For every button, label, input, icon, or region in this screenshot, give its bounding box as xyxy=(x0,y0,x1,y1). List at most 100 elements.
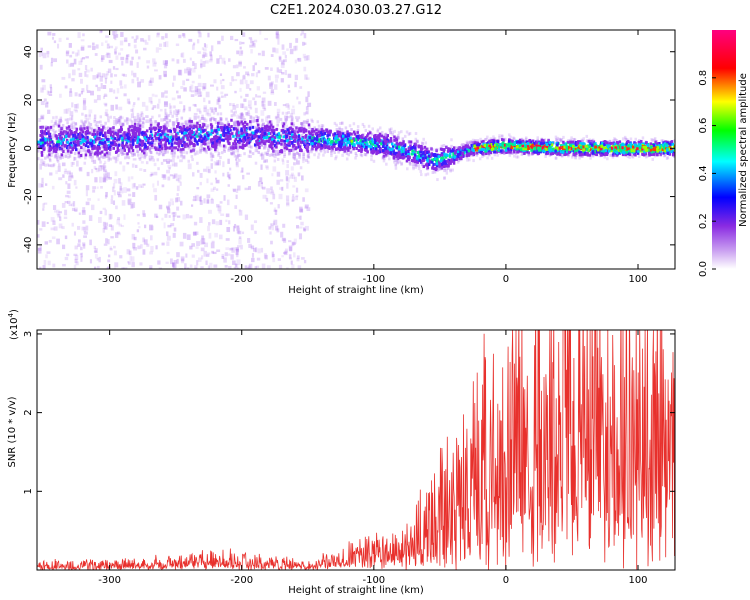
spectrogram-cell xyxy=(169,198,174,201)
spectrogram-cell xyxy=(281,132,285,136)
spectrogram-cell xyxy=(203,168,207,172)
spectrogram-cell xyxy=(238,60,242,67)
spectrogram-cell xyxy=(206,254,210,257)
spectrogram-cell xyxy=(249,88,252,91)
spectrogram-cell xyxy=(292,124,295,128)
spectrogram-cell xyxy=(149,150,153,154)
spectrogram-cell xyxy=(331,139,334,143)
spectrogram-cell xyxy=(318,144,321,148)
spectrogram-cell xyxy=(236,72,240,77)
spectrogram-cell xyxy=(412,167,415,171)
spectrogram-cell xyxy=(355,154,358,158)
spectrogram-cell xyxy=(104,77,107,84)
spectrogram-cell xyxy=(218,104,222,109)
spectrogram-cell xyxy=(116,88,120,94)
spectrogram-cell xyxy=(225,133,228,137)
spectrogram-cell xyxy=(114,262,119,268)
spectrogram-cell xyxy=(232,149,236,153)
spectrogram-cell xyxy=(239,79,244,85)
spectrogram-cell xyxy=(124,37,128,42)
spectrogram-cell xyxy=(51,185,55,190)
spectrogram-cell xyxy=(228,265,232,269)
spectrogram-cell xyxy=(64,152,68,158)
spectrogram-cell xyxy=(166,251,170,255)
spectrogram-cell xyxy=(129,60,133,66)
spectrogram-cell xyxy=(162,132,165,136)
spectrogram-cell xyxy=(613,137,616,141)
spectrogram-cell xyxy=(631,154,634,158)
spectrogram-cell xyxy=(60,156,64,159)
spectrogram-cell xyxy=(58,147,62,151)
spectrogram-cell xyxy=(269,202,273,205)
spectrogram-cell xyxy=(56,158,59,162)
spectrogram-cell xyxy=(96,257,99,261)
spectrogram-cell xyxy=(99,160,102,164)
spectrogram-cell xyxy=(77,132,80,136)
spectrogram-cell xyxy=(570,149,574,153)
spectrogram-cell xyxy=(478,157,482,161)
spectrogram-cell xyxy=(146,60,151,64)
spectrogram-cell xyxy=(396,160,399,164)
spectrogram-cell xyxy=(366,150,369,154)
spectrogram-cell xyxy=(266,265,271,269)
spectrogram-cell xyxy=(232,150,235,154)
spectrogram-cell xyxy=(443,176,446,180)
spectrogram-cell xyxy=(228,126,231,130)
spectrogram-cell xyxy=(283,238,287,243)
spectrogram-cell xyxy=(265,124,269,128)
spectrogram-cell xyxy=(328,133,331,137)
spectrogram-cell xyxy=(145,129,149,133)
spectrogram-cell xyxy=(224,132,228,136)
spectrogram-cell xyxy=(107,129,111,133)
spectrogram-cell xyxy=(186,137,189,141)
spectrogram-cell xyxy=(279,179,284,182)
spectrogram-cell xyxy=(285,176,289,181)
spectrogram-cell xyxy=(423,145,427,149)
spectrogram-cell xyxy=(63,109,68,114)
spectrogram-cell xyxy=(322,129,325,133)
spectrogram-cell xyxy=(330,151,333,155)
spectrogram-cell xyxy=(226,199,230,206)
spectrogram-cell xyxy=(603,153,606,157)
spectrogram-cell xyxy=(224,265,228,268)
spectrogram-cell xyxy=(142,117,145,121)
spectrogram-cell xyxy=(80,246,83,251)
spectrogram-cell xyxy=(391,142,394,146)
spectrogram-cell xyxy=(567,154,570,158)
spectrogram-cell xyxy=(270,120,273,124)
spectrogram-cell xyxy=(222,130,226,134)
spectrogram-cell xyxy=(266,188,271,194)
spectrogram-cell xyxy=(126,249,130,255)
spectrogram-cell xyxy=(40,153,44,157)
spectrogram-cell xyxy=(48,157,52,161)
spectrogram-cell xyxy=(242,133,246,137)
spectrogram-cell xyxy=(164,114,167,118)
spectrogram-cell xyxy=(283,128,286,132)
spectrogram-cell xyxy=(660,139,664,143)
spectrogram-cell xyxy=(127,156,131,160)
spectrogram-cell xyxy=(64,201,68,204)
spectrogram-cell xyxy=(340,128,344,132)
spectrogram-cell xyxy=(66,146,69,150)
spectrogram-cell xyxy=(126,54,130,58)
spectrogram-cell xyxy=(236,103,239,108)
spectrogram-cell xyxy=(210,182,213,186)
spectrogram-cell xyxy=(519,149,523,153)
spectrogram-cell xyxy=(297,116,301,120)
spectrogram-cell xyxy=(74,146,77,150)
spectrogram-cell xyxy=(268,127,271,131)
spectrogram-cell xyxy=(402,140,405,144)
spectrogram-cell xyxy=(104,93,107,97)
spectrogram-cell xyxy=(290,118,294,122)
spectrogram-cell xyxy=(110,225,114,231)
spectrogram-cell xyxy=(414,146,417,150)
spectrogram-cell xyxy=(40,134,44,138)
spectrogram-cell xyxy=(112,156,115,160)
spectrogram-cell xyxy=(502,150,505,154)
spectrogram-cell xyxy=(220,213,225,216)
spectrogram-cell xyxy=(283,142,287,146)
spectrogram-cell xyxy=(356,137,359,141)
spectrogram-cell xyxy=(219,134,223,138)
spectrogram-cell xyxy=(48,153,51,157)
spectrogram-cell xyxy=(408,161,412,165)
